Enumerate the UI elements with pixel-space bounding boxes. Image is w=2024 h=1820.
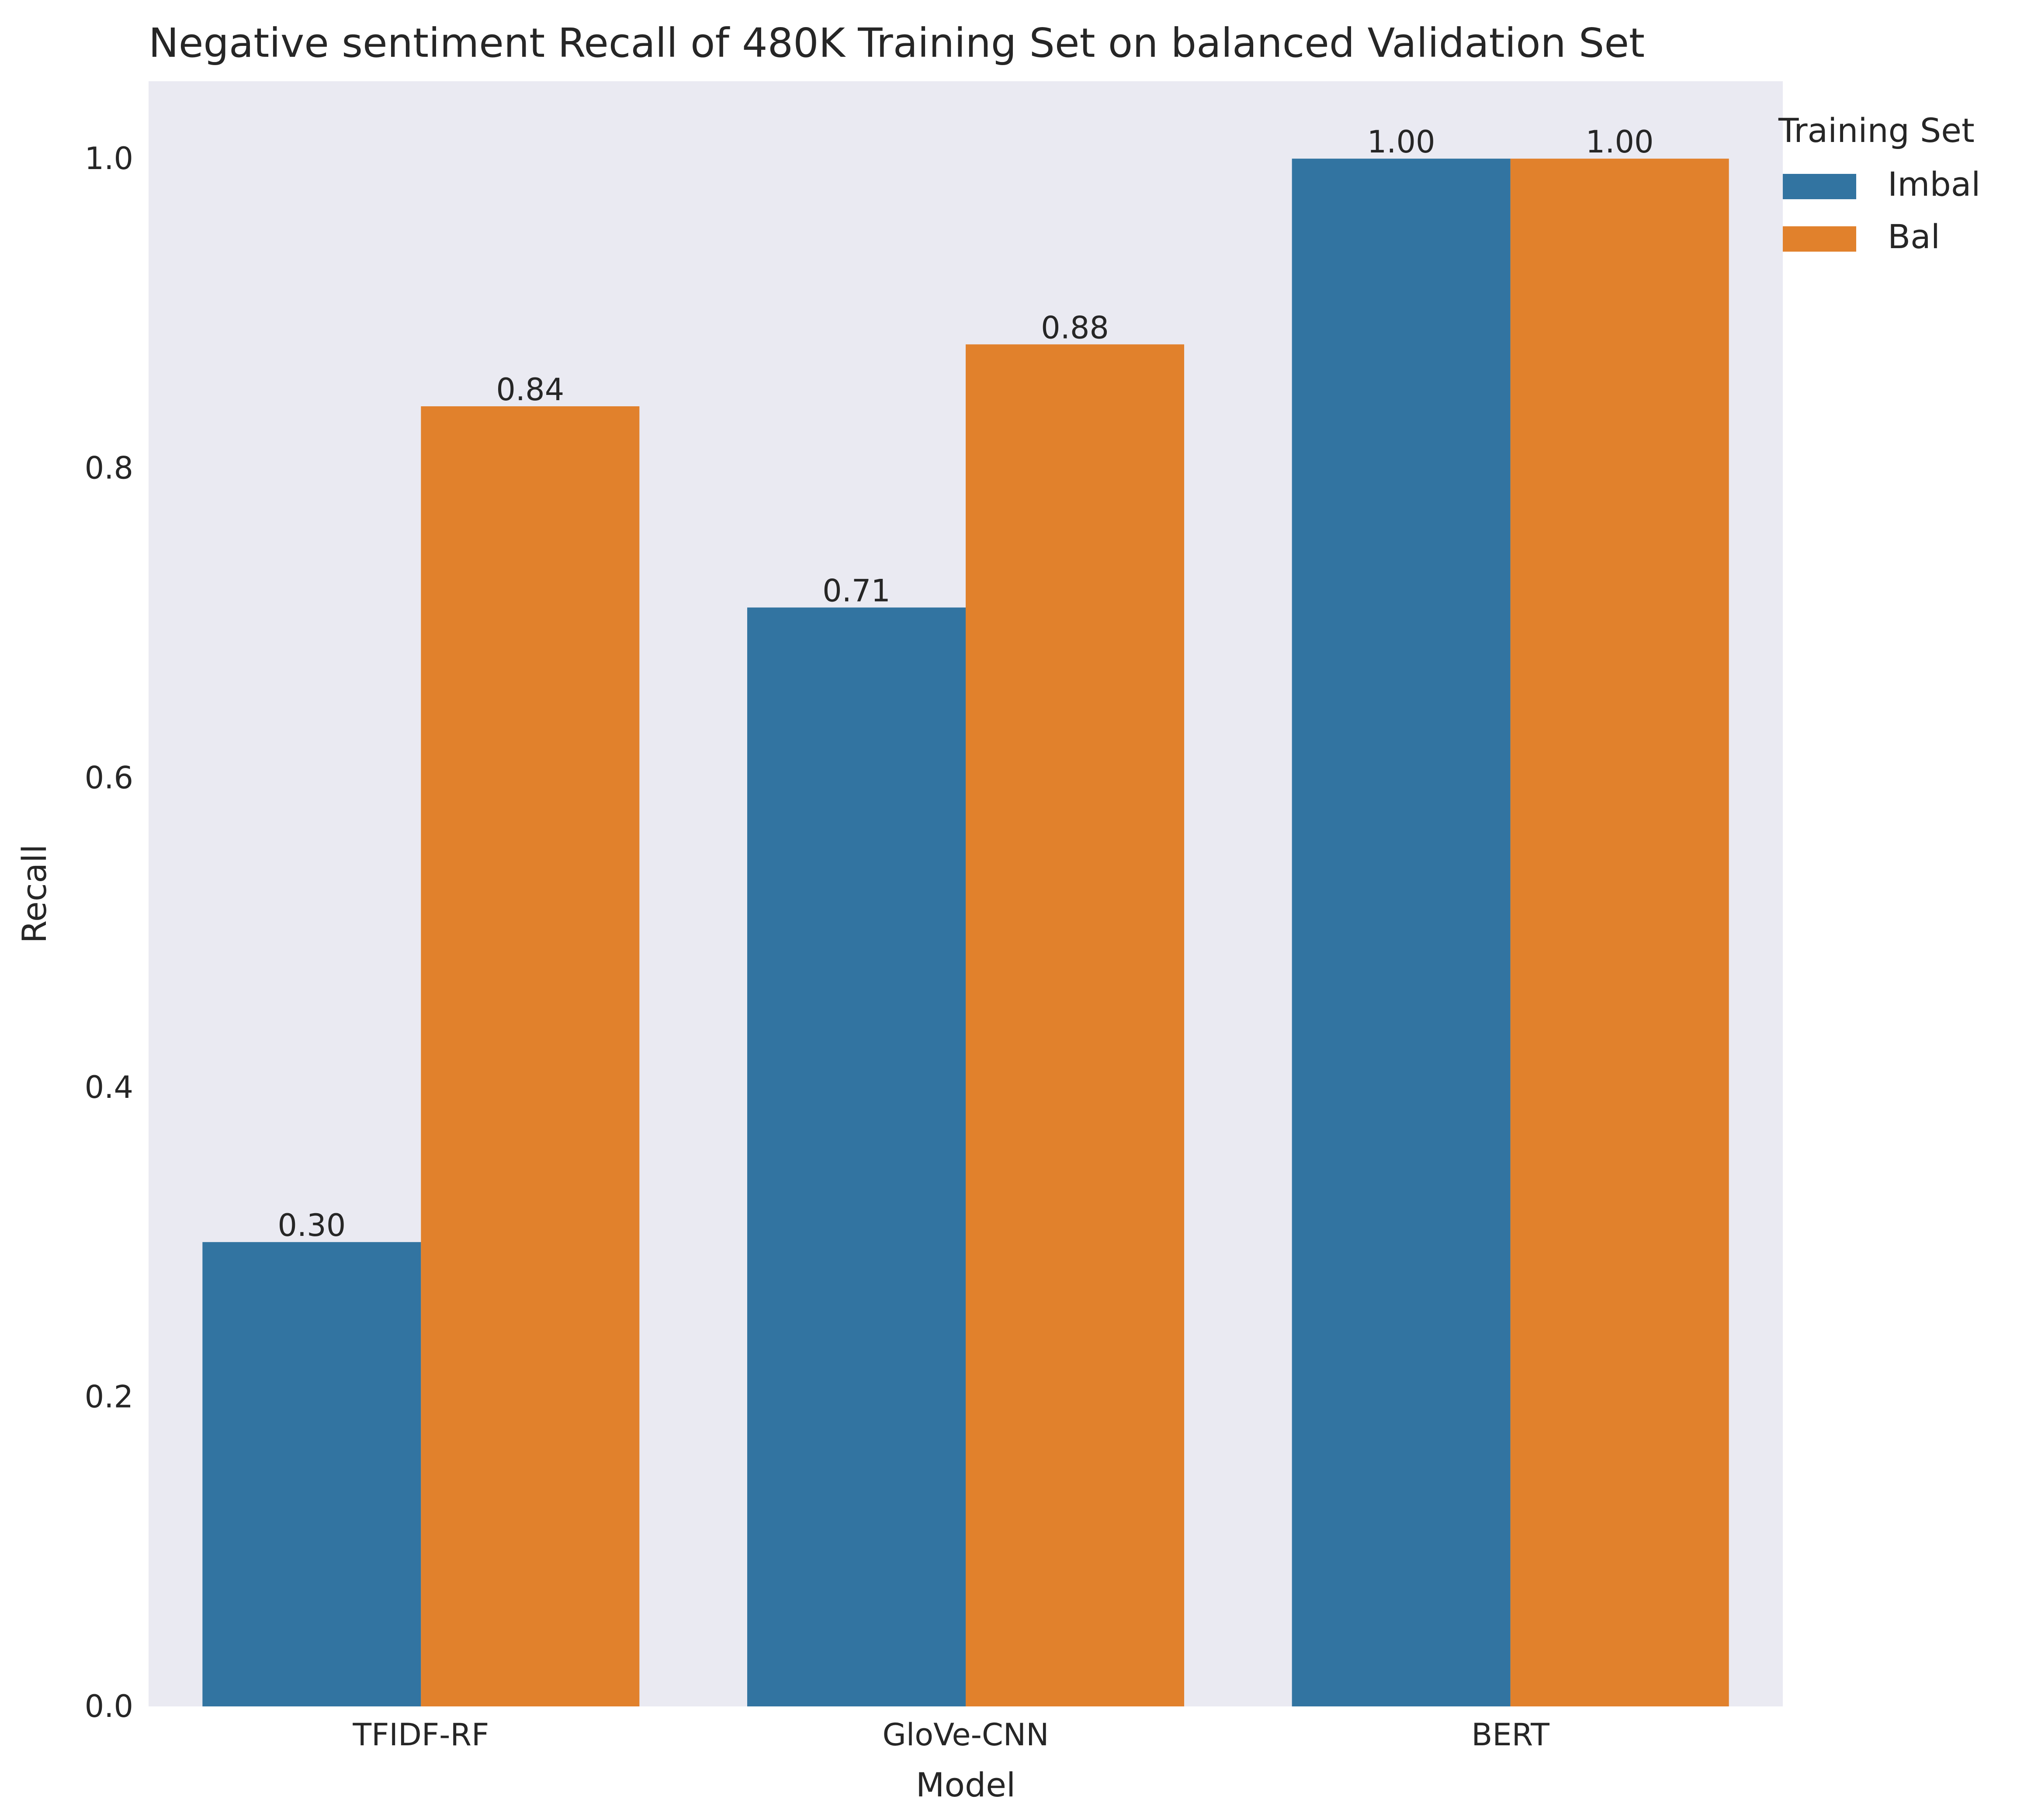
legend-entry-imbal: Imbal [1888, 165, 1980, 204]
bar-value-label: 0.30 [277, 1208, 346, 1243]
y-axis-label: Recall [15, 844, 54, 944]
x-ticks-group: TFIDF-RF GloVe-CNN BERT [352, 1717, 1549, 1753]
bar-imbal-bert [1292, 159, 1511, 1707]
legend: Training Set Imbal Bal [1778, 111, 1980, 256]
bar-bal-bert [1510, 159, 1729, 1707]
y-ticks-group: 0.0 0.2 0.4 0.6 0.8 1.0 [85, 141, 133, 1724]
bar-value-label: 1.00 [1586, 124, 1654, 160]
y-tick-label: 1.0 [85, 141, 133, 176]
y-tick-label: 0.2 [85, 1379, 133, 1415]
bar-value-label: 0.84 [496, 372, 564, 408]
x-axis-label: Model [916, 1765, 1015, 1804]
legend-entry-bal: Bal [1888, 217, 1940, 256]
chart-title: Negative sentiment Recall of 480K Traini… [149, 20, 1645, 66]
bar-bal-glove-cnn [966, 344, 1184, 1707]
legend-swatch-imbal [1783, 174, 1856, 199]
x-tick-label: BERT [1471, 1717, 1549, 1753]
x-tick-label: GloVe-CNN [883, 1717, 1049, 1753]
bar-bal-tfidf-rf [421, 406, 640, 1706]
x-tick-label: TFIDF-RF [352, 1717, 489, 1753]
legend-swatch-bal [1783, 226, 1856, 252]
legend-title: Training Set [1778, 111, 1975, 150]
bar-labels-group: 0.30 0.84 0.71 0.88 1.00 1.00 [277, 124, 1653, 1243]
y-tick-label: 0.4 [85, 1069, 133, 1105]
y-tick-label: 0.8 [85, 450, 133, 486]
bar-imbal-glove-cnn [747, 607, 966, 1707]
bar-imbal-tfidf-rf [202, 1242, 421, 1706]
y-tick-label: 0.0 [85, 1689, 133, 1724]
bar-value-label: 0.88 [1041, 310, 1109, 346]
bar-value-label: 1.00 [1367, 124, 1435, 160]
bars-group [202, 159, 1729, 1707]
bar-value-label: 0.71 [822, 573, 891, 609]
y-tick-label: 0.6 [85, 760, 133, 796]
